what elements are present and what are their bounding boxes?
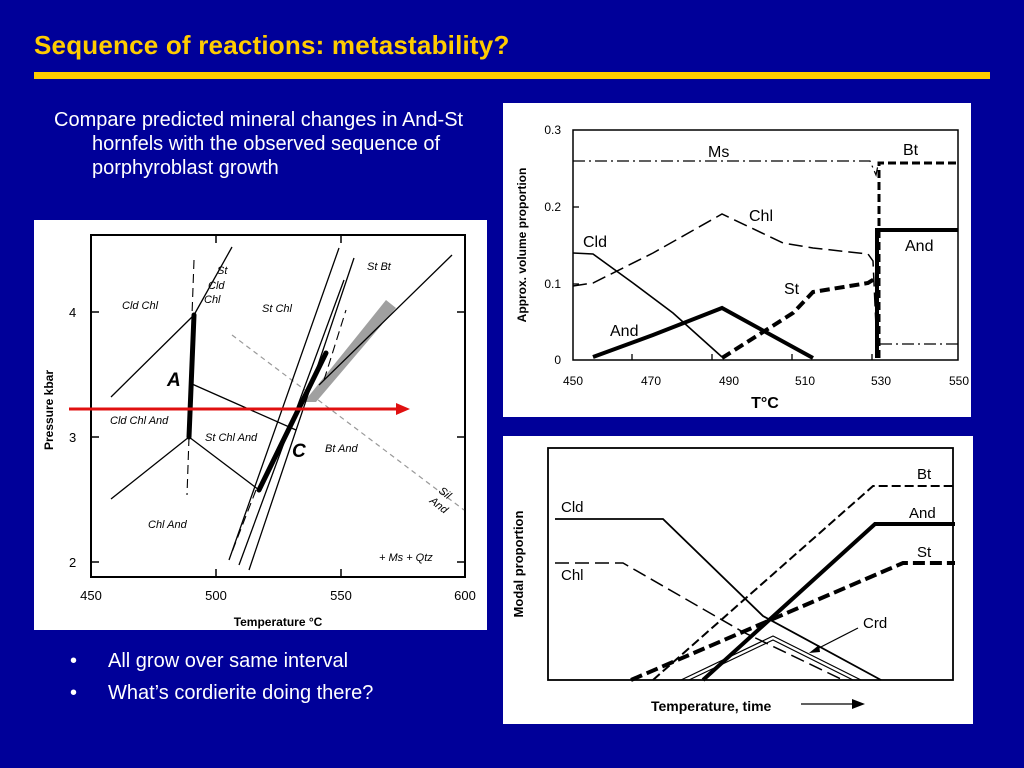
bullet-item: • All grow over same interval <box>70 647 373 679</box>
modal-chart: Bt And St Cld Chl Crd Temperature, time … <box>511 447 955 714</box>
pt-x-axis-label: Temperature °C <box>234 615 323 629</box>
crd-pointer-line <box>814 627 859 651</box>
series-label-chl: Chl <box>561 567 584 584</box>
volume-x-tick: 510 <box>795 374 815 388</box>
field-label-st-chl-and: St Chl And <box>205 432 258 444</box>
volume-x-tick: 530 <box>871 374 891 388</box>
volume-chart-ticks <box>573 206 873 360</box>
pt-y-tick: 2 <box>69 555 76 570</box>
volume-chart: Ms Bt Chl Cld St And And 0.3 0.2 0.1 0 4… <box>515 123 969 412</box>
series-label-ms: Ms <box>708 144 729 161</box>
modal-y-axis-label: Modal proportion <box>511 511 526 618</box>
series-label-st: St <box>784 281 800 298</box>
series-cld-line <box>555 518 882 681</box>
volume-y-tick: 0.2 <box>544 200 561 214</box>
series-bt-line <box>877 161 958 358</box>
field-label-cld: Cld <box>208 280 225 292</box>
series-label-and-late: And <box>905 238 933 255</box>
bullet-list: • All grow over same interval • What’s cor… <box>70 647 373 711</box>
volume-y-axis-label: Approx. volume proportion <box>515 168 529 323</box>
volume-x-axis-label: T°C <box>751 395 779 412</box>
modal-x-axis-label: Temperature, time <box>651 698 772 714</box>
series-label-bt: Bt <box>917 466 932 483</box>
series-crd-line-inner <box>688 639 854 681</box>
field-label-cld-chl-and: Cld Chl And <box>110 415 169 427</box>
series-label-cld: Cld <box>561 499 584 516</box>
pt-x-tick: 600 <box>454 588 476 603</box>
title-underline <box>34 72 990 79</box>
series-label-and-early: And <box>610 323 638 340</box>
pt-frame <box>90 234 466 578</box>
pt-ticks <box>91 235 465 577</box>
volume-y-tick: 0 <box>554 353 561 367</box>
pt-path-arrowhead <box>396 403 410 415</box>
series-label-st: St <box>917 544 932 561</box>
field-label-chl: Chl <box>204 294 221 306</box>
field-label-chl-and: Chl And <box>148 519 188 531</box>
modal-x-arrowhead <box>852 699 865 709</box>
bullet-marker: • <box>70 682 78 704</box>
pt-metastable-extensions <box>186 259 347 553</box>
series-cld-line <box>572 252 723 358</box>
volume-chart-panel: Ms Bt Chl Cld St And And 0.3 0.2 0.1 0 4… <box>503 103 971 417</box>
intro-text: Compare predicted mineral changes in And… <box>54 109 464 179</box>
pt-diagram: St Cld Chl Cld Chl St Chl St Bt Cld Chl … <box>42 234 476 629</box>
modal-chart-frame <box>547 447 954 681</box>
pt-reaction-lines <box>110 246 453 571</box>
bullet-text: What’s cordierite doing there? <box>108 682 374 704</box>
field-label-st-bt: St Bt <box>367 261 392 273</box>
pt-x-tick: 550 <box>330 588 352 603</box>
pt-y-tick: 4 <box>69 305 76 320</box>
field-label-bt-and: Bt And <box>325 443 358 455</box>
field-label-ms-qtz: + Ms + Qtz <box>379 552 433 564</box>
point-label-c: C <box>292 441 306 462</box>
series-crd-line-outer <box>680 635 862 681</box>
volume-chart-frame <box>572 129 959 361</box>
volume-x-tick: 550 <box>949 374 969 388</box>
series-label-crd: Crd <box>863 615 887 632</box>
series-and-line-late <box>875 228 958 358</box>
pt-bold-reactions <box>186 312 329 493</box>
series-label-and: And <box>909 505 936 522</box>
bullet-item: • What’s cordierite doing there? <box>70 679 373 711</box>
pt-diagram-panel: St Cld Chl Cld Chl St Chl St Bt Cld Chl … <box>34 220 487 630</box>
field-label-st-chl: St Chl <box>262 303 293 315</box>
volume-x-tick: 450 <box>563 374 583 388</box>
series-label-cld: Cld <box>583 234 607 251</box>
field-label-cld-chl: Cld Chl <box>122 300 159 312</box>
series-label-bt: Bt <box>903 142 919 159</box>
field-label-st: St <box>217 265 228 277</box>
slide-title: Sequence of reactions: metastability? <box>34 30 510 60</box>
pt-x-tick: 450 <box>80 588 102 603</box>
series-st-line <box>720 276 878 360</box>
pt-x-tick: 500 <box>205 588 227 603</box>
volume-x-tick: 470 <box>641 374 661 388</box>
point-label-a: A <box>166 370 181 391</box>
series-bt-line <box>652 485 955 681</box>
series-st-line <box>630 561 955 682</box>
volume-x-tick: 490 <box>719 374 739 388</box>
volume-y-tick: 0.1 <box>544 277 561 291</box>
pt-y-tick: 3 <box>69 430 76 445</box>
series-label-chl: Chl <box>749 208 773 225</box>
bullet-text: All grow over same interval <box>108 650 349 672</box>
series-and-line-early <box>592 305 814 360</box>
volume-y-tick: 0.3 <box>544 123 561 137</box>
series-and-line <box>701 522 955 682</box>
pt-y-axis-label: Pressure kbar <box>42 370 56 450</box>
series-chl-line <box>555 562 844 681</box>
crd-pointer-arrowhead <box>809 645 820 653</box>
sil-and-reaction-line <box>231 334 465 511</box>
bullet-marker: • <box>70 650 78 672</box>
modal-chart-panel: Bt And St Cld Chl Crd Temperature, time … <box>503 436 973 724</box>
series-chl-line <box>572 213 878 349</box>
series-ms-line <box>573 160 879 178</box>
